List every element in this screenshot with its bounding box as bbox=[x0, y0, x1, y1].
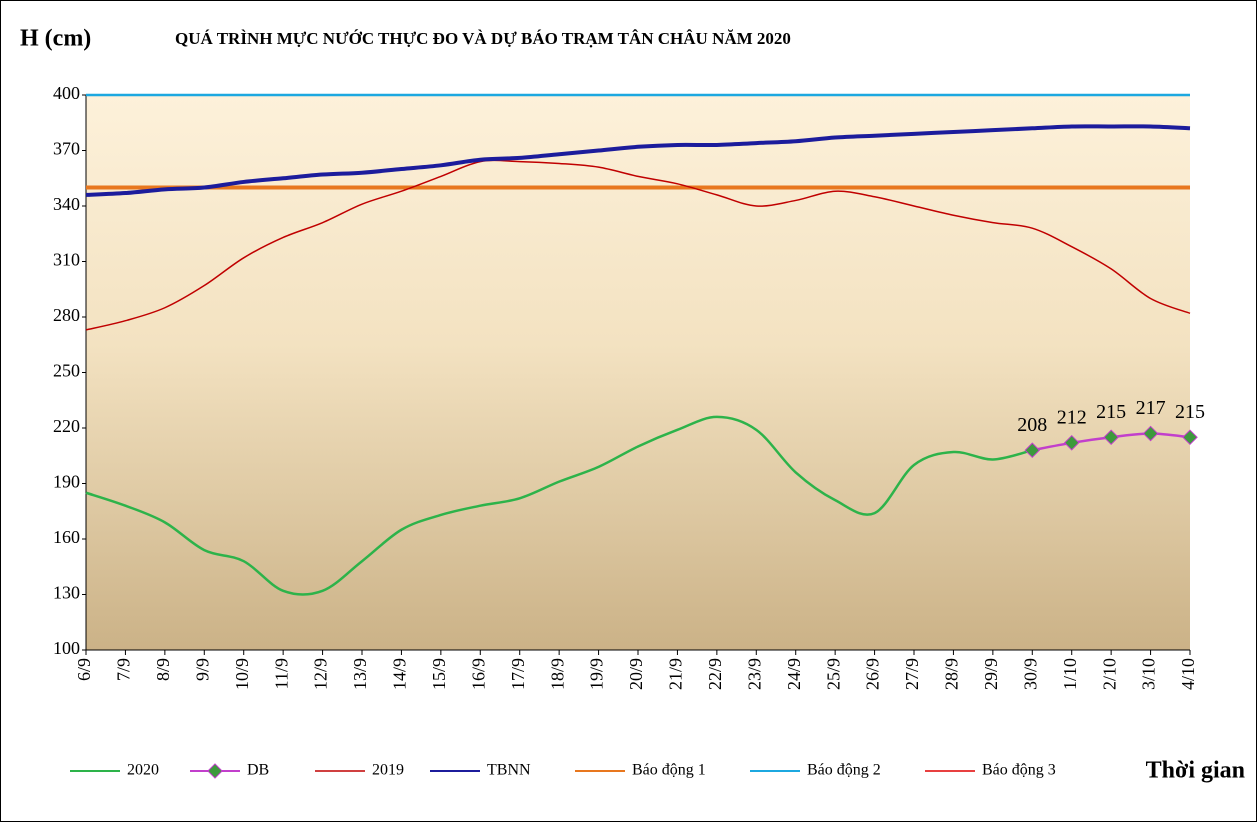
legend-label: DB bbox=[247, 762, 269, 779]
legend-label: Báo động 3 bbox=[982, 762, 1056, 779]
marker bbox=[1024, 442, 1041, 458]
x-tick-label: 12/9 bbox=[311, 658, 331, 690]
legend-label: 2020 bbox=[127, 762, 159, 779]
legend-label: Báo động 2 bbox=[807, 762, 881, 779]
marker bbox=[1182, 429, 1198, 446]
x-tick-label: 16/9 bbox=[468, 658, 488, 690]
x-tick-label: 4/10 bbox=[1178, 658, 1198, 690]
marker bbox=[1103, 429, 1119, 446]
x-tick-label: 15/9 bbox=[429, 658, 449, 690]
x-tick-label: 10/9 bbox=[232, 658, 252, 690]
x-tick-label: 14/9 bbox=[390, 658, 410, 690]
x-tick-label: 27/9 bbox=[902, 658, 922, 690]
x-tick-label: 23/9 bbox=[744, 658, 764, 690]
x-tick-label: 17/9 bbox=[508, 658, 528, 690]
x-tick-label: 25/9 bbox=[823, 658, 843, 690]
data-label: 217 bbox=[1136, 397, 1166, 419]
y-tick-label: 130 bbox=[53, 583, 80, 603]
x-tick-label: 26/9 bbox=[863, 658, 883, 690]
marker bbox=[1063, 435, 1080, 451]
x-tick-label: 1/10 bbox=[1060, 658, 1080, 690]
x-tick-label: 6/9 bbox=[74, 658, 94, 681]
marker bbox=[1142, 425, 1159, 442]
x-tick-label: 19/9 bbox=[587, 658, 607, 690]
y-tick-label: 220 bbox=[53, 416, 80, 436]
y-tick-label: 400 bbox=[53, 83, 80, 103]
x-tick-label: 21/9 bbox=[666, 658, 686, 690]
chart-title: QUÁ TRÌNH MỰC NƯỚC THỰC ĐO VÀ DỰ BÁO TRẠ… bbox=[175, 29, 791, 48]
y-tick-label: 190 bbox=[53, 472, 80, 492]
x-tick-label: 9/9 bbox=[192, 658, 212, 681]
x-tick-label: 30/9 bbox=[1020, 658, 1040, 690]
x-tick-label: 29/9 bbox=[981, 658, 1001, 690]
x-tick-label: 20/9 bbox=[626, 658, 646, 690]
y-tick-label: 100 bbox=[53, 638, 80, 658]
data-label: 215 bbox=[1175, 401, 1205, 423]
y-tick-label: 310 bbox=[53, 250, 80, 270]
x-tick-label: 8/9 bbox=[153, 658, 173, 681]
y-tick-label: 370 bbox=[53, 139, 80, 159]
y-tick-label: 250 bbox=[53, 361, 80, 381]
x-tick-label: 28/9 bbox=[942, 658, 962, 690]
x-tick-label: 2/10 bbox=[1099, 658, 1119, 690]
x-axis-label: Thời gian bbox=[1146, 758, 1245, 784]
legend-label: 2019 bbox=[372, 762, 404, 779]
x-tick-label: 18/9 bbox=[547, 658, 567, 690]
series-line bbox=[85, 415, 1033, 596]
data-label: 208 bbox=[1017, 414, 1047, 436]
y-tick-label: 160 bbox=[53, 527, 80, 547]
legend-label: Báo động 1 bbox=[632, 762, 706, 779]
y-tick-label: 340 bbox=[53, 194, 80, 214]
y-tick-label: 280 bbox=[53, 305, 80, 325]
x-tick-label: 24/9 bbox=[784, 658, 804, 690]
data-label: 215 bbox=[1096, 401, 1126, 423]
series-line bbox=[85, 159, 1191, 331]
x-tick-label: 7/9 bbox=[114, 658, 134, 681]
y-axis-label: H (cm) bbox=[20, 26, 91, 52]
legend-label: TBNN bbox=[487, 762, 531, 779]
plot: 100 130 160 190 220 250 280 310 340 370 400 6/9 7/9 8… bbox=[53, 83, 1205, 779]
x-tick-label: 11/9 bbox=[271, 658, 291, 689]
x-tick-label: 13/9 bbox=[350, 658, 370, 690]
series-line bbox=[85, 124, 1191, 197]
legend-marker bbox=[207, 763, 223, 779]
x-tick-label: 22/9 bbox=[705, 658, 725, 690]
x-tick-label: 3/10 bbox=[1139, 658, 1159, 690]
data-label: 212 bbox=[1057, 406, 1087, 428]
